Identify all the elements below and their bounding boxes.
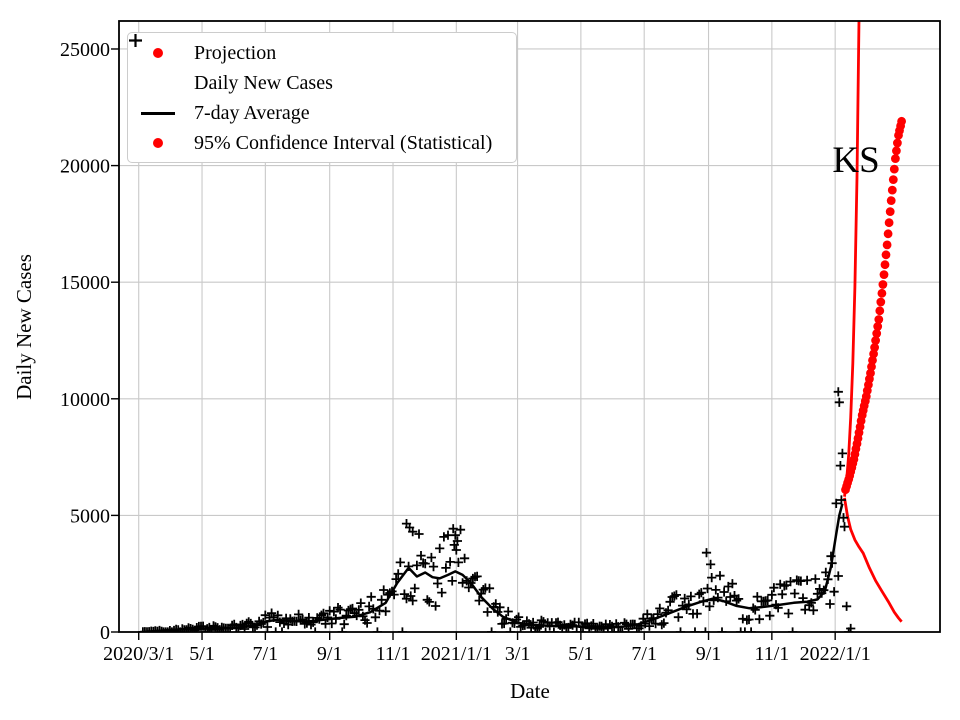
- x-tick-2021-9-1: 9/1: [696, 643, 722, 665]
- y-tick-0: 0: [100, 622, 110, 644]
- x-tick-2021-5-1: 5/1: [568, 643, 594, 665]
- x-axis-title: Date: [510, 679, 550, 703]
- red-dot-icon: [136, 138, 180, 148]
- x-tick-2022-1-1: 2022/1/1: [800, 643, 871, 665]
- red-dot-icon: [136, 48, 180, 58]
- legend-label-daily-new-cases: Daily New Cases: [194, 71, 333, 94]
- y-axis-title: Daily New Cases: [12, 254, 36, 400]
- state-annotation: KS: [832, 140, 879, 181]
- y-tick-5000: 5000: [70, 505, 110, 527]
- x-tick-2021-7-1: 7/1: [631, 643, 657, 665]
- y-tick-25000: 25000: [60, 39, 110, 61]
- x-tick-2020-3-1: 2020/3/1: [103, 643, 174, 665]
- x-tick-2020-7-1: 7/1: [253, 643, 279, 665]
- y-tick-20000: 20000: [60, 156, 110, 178]
- legend: Projection Daily New Cases 7-day Average…: [127, 32, 517, 163]
- x-tick-2020-11-1: 11/1: [376, 643, 411, 665]
- x-tick-2020-5-1: 5/1: [189, 643, 215, 665]
- x-axis-tick-labels: 2020/3/1 5/1 7/1 9/1 11/1 2021/1/1 3/1 5…: [103, 643, 871, 665]
- legend-item-daily-new-cases: Daily New Cases: [128, 34, 516, 98]
- legend-item-projection: Projection: [128, 38, 516, 68]
- x-tick-2021-1-1: 2021/1/1: [421, 643, 492, 665]
- y-tick-15000: 15000: [60, 272, 110, 294]
- x-tick-2020-9-1: 9/1: [317, 643, 343, 665]
- line-marker-icon: [136, 111, 180, 115]
- y-tick-10000: 10000: [60, 389, 110, 411]
- x-tick-2021-11-1: 11/1: [754, 643, 789, 665]
- y-axis-tick-labels: 0 5000 10000 15000 20000 25000: [60, 39, 110, 644]
- legend-item-7day-average: 7-day Average: [128, 98, 516, 128]
- legend-label-projection: Projection: [194, 41, 277, 64]
- legend-label-7day-average: 7-day Average: [194, 101, 310, 124]
- legend-item-confidence-interval: 95% Confidence Interval (Statistical): [128, 128, 516, 158]
- x-tick-2021-3-1: 3/1: [505, 643, 531, 665]
- legend-label-confidence-interval: 95% Confidence Interval (Statistical): [194, 131, 493, 154]
